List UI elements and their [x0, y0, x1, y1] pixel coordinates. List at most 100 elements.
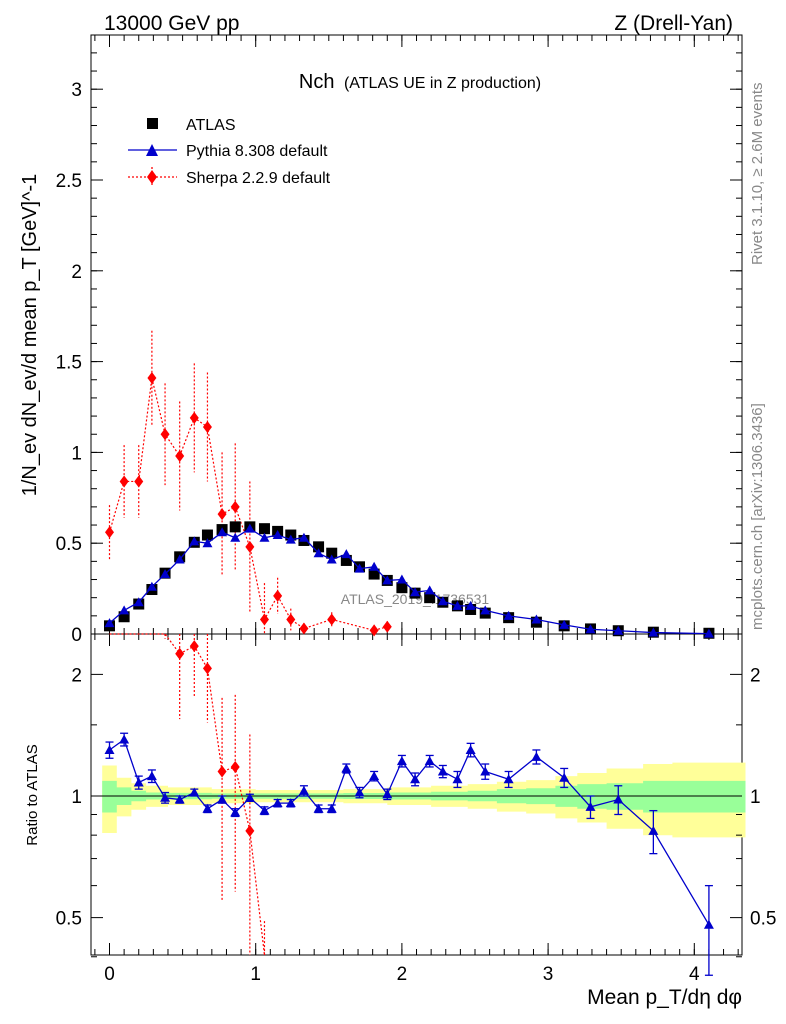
pythia-ratio-point — [313, 803, 324, 813]
pythia-point — [613, 625, 624, 635]
pythia-point — [313, 548, 324, 558]
pythia-point — [230, 532, 241, 542]
pythia-point — [285, 534, 296, 544]
pythia-point — [259, 532, 270, 542]
pythia-point — [146, 581, 157, 591]
sherpa-point — [245, 540, 255, 553]
legend-marker-pythia — [146, 144, 158, 156]
sherpa-point — [147, 371, 157, 384]
pythia-ratio-point — [119, 734, 130, 744]
y-tick-label: 3 — [71, 80, 82, 101]
y-tick-label: 2 — [71, 262, 82, 283]
pythia-point — [189, 536, 200, 546]
sherpa-line — [108, 377, 388, 631]
sherpa-point — [189, 411, 199, 424]
pythia-point — [341, 549, 352, 559]
pythia-point — [648, 627, 659, 637]
atlas-point — [396, 582, 408, 594]
pythia-ratio-point — [230, 807, 241, 817]
pythia-point — [133, 597, 144, 607]
pythia-point — [369, 561, 380, 571]
sherpa-ratio-point — [189, 640, 199, 653]
pythia-point — [382, 575, 393, 585]
pythia-point — [396, 574, 407, 584]
sherpa-point — [230, 500, 240, 513]
sherpa-ratio-line — [109, 633, 266, 956]
pythia-ratio-point — [285, 798, 296, 808]
sherpa-ratio-point — [175, 647, 185, 660]
pythia-point — [437, 596, 448, 606]
legend: ATLAS Pythia 8.308 default Sherpa 2.2.9 … — [128, 117, 331, 187]
atlas-point — [118, 611, 130, 623]
ratio-y-tick-label-right: 2 — [750, 665, 761, 686]
atlas-point — [229, 521, 241, 533]
plot-title: Nch (ATLAS UE in Z production) — [299, 71, 541, 93]
data-series — [104, 330, 715, 976]
pythia-ratio-point — [585, 801, 596, 811]
y-tick-label: 1.5 — [56, 353, 82, 374]
sherpa-point — [369, 624, 379, 637]
sherpa-ratio-point — [245, 824, 255, 837]
pythia-ratio-point — [703, 919, 714, 929]
sherpa-point — [105, 526, 114, 539]
pythia-point — [298, 532, 309, 542]
legend-label-pythia: Pythia 8.308 default — [186, 143, 328, 160]
pythia-ratio-point — [217, 794, 228, 804]
legend-label-sherpa: Sherpa 2.2.9 default — [186, 170, 331, 187]
pythia-ratio-point — [104, 744, 115, 754]
pythia-point — [424, 585, 435, 595]
x-tick-label: 2 — [397, 964, 408, 985]
y-tick-label: 0.5 — [56, 534, 82, 555]
pythia-point — [531, 614, 542, 624]
y-tick-label: 2.5 — [56, 171, 82, 192]
legend-label-atlas: ATLAS — [186, 117, 236, 134]
atlas-point — [424, 592, 436, 604]
pythia-point — [585, 624, 596, 634]
pythia-point — [354, 563, 365, 573]
sherpa-point — [202, 420, 212, 433]
pythia-ratio-point — [259, 805, 270, 815]
pythia-point — [452, 600, 463, 610]
rivet-version-label: Rivet 3.1.10, ≥ 2.6M events — [749, 83, 766, 266]
y-axis-label: 1/N_ev dN_ev/d mean p_T [GeV]^-1 — [19, 174, 41, 497]
pythia-point — [244, 523, 255, 533]
axis-ticks: 0 1 2 3 4 0 0.5 1 1.5 2 2.5 3 0.5 0.5 1 1 2 2 — [56, 35, 776, 985]
x-tick-label: 3 — [543, 964, 554, 985]
pythia-ratio-point — [452, 774, 463, 784]
x-tick-label: 0 — [104, 964, 115, 985]
plot-title-main: Nch — [299, 71, 335, 93]
pythia-ratio-point — [202, 803, 213, 813]
y-tick-label: 0 — [71, 625, 82, 646]
pythia-ratio-point — [369, 771, 380, 781]
pythia-ratio-point — [160, 792, 171, 802]
sherpa-point — [299, 622, 309, 635]
ratio-y-tick-label: 0.5 — [56, 909, 82, 930]
y-tick-label: 1 — [71, 443, 82, 464]
sherpa-point — [175, 450, 185, 463]
sherpa-point — [119, 475, 129, 488]
sherpa-point — [286, 613, 296, 626]
pythia-ratio-point — [326, 803, 337, 813]
pythia-ratio-point — [174, 794, 185, 804]
pythia-ratio-point — [244, 792, 255, 802]
pythia-point — [703, 628, 714, 638]
pythia-point — [503, 610, 514, 620]
atlas-point — [340, 554, 352, 566]
pythia-ratio-point — [531, 751, 542, 761]
pythia-ratio-point — [503, 774, 514, 784]
atlas-point — [326, 547, 338, 559]
sherpa-point — [259, 613, 269, 626]
pythia-point — [326, 554, 337, 564]
pythia-point — [559, 619, 570, 629]
legend-marker-atlas — [147, 118, 158, 129]
pythia-ratio-point — [480, 766, 491, 776]
ratio-y-tick-label: 2 — [71, 665, 82, 686]
pythia-ratio-point — [354, 787, 365, 797]
pythia-ratio-point — [396, 756, 407, 766]
atlas-point — [313, 541, 325, 553]
header-energy-label: 13000 GeV pp — [104, 12, 239, 35]
plot-title-sub: (ATLAS UE in Z production) — [344, 75, 541, 92]
ratio-band-total — [102, 762, 746, 838]
pythia-point — [272, 530, 283, 540]
ratio-y-tick-label-right: 1 — [750, 787, 761, 808]
